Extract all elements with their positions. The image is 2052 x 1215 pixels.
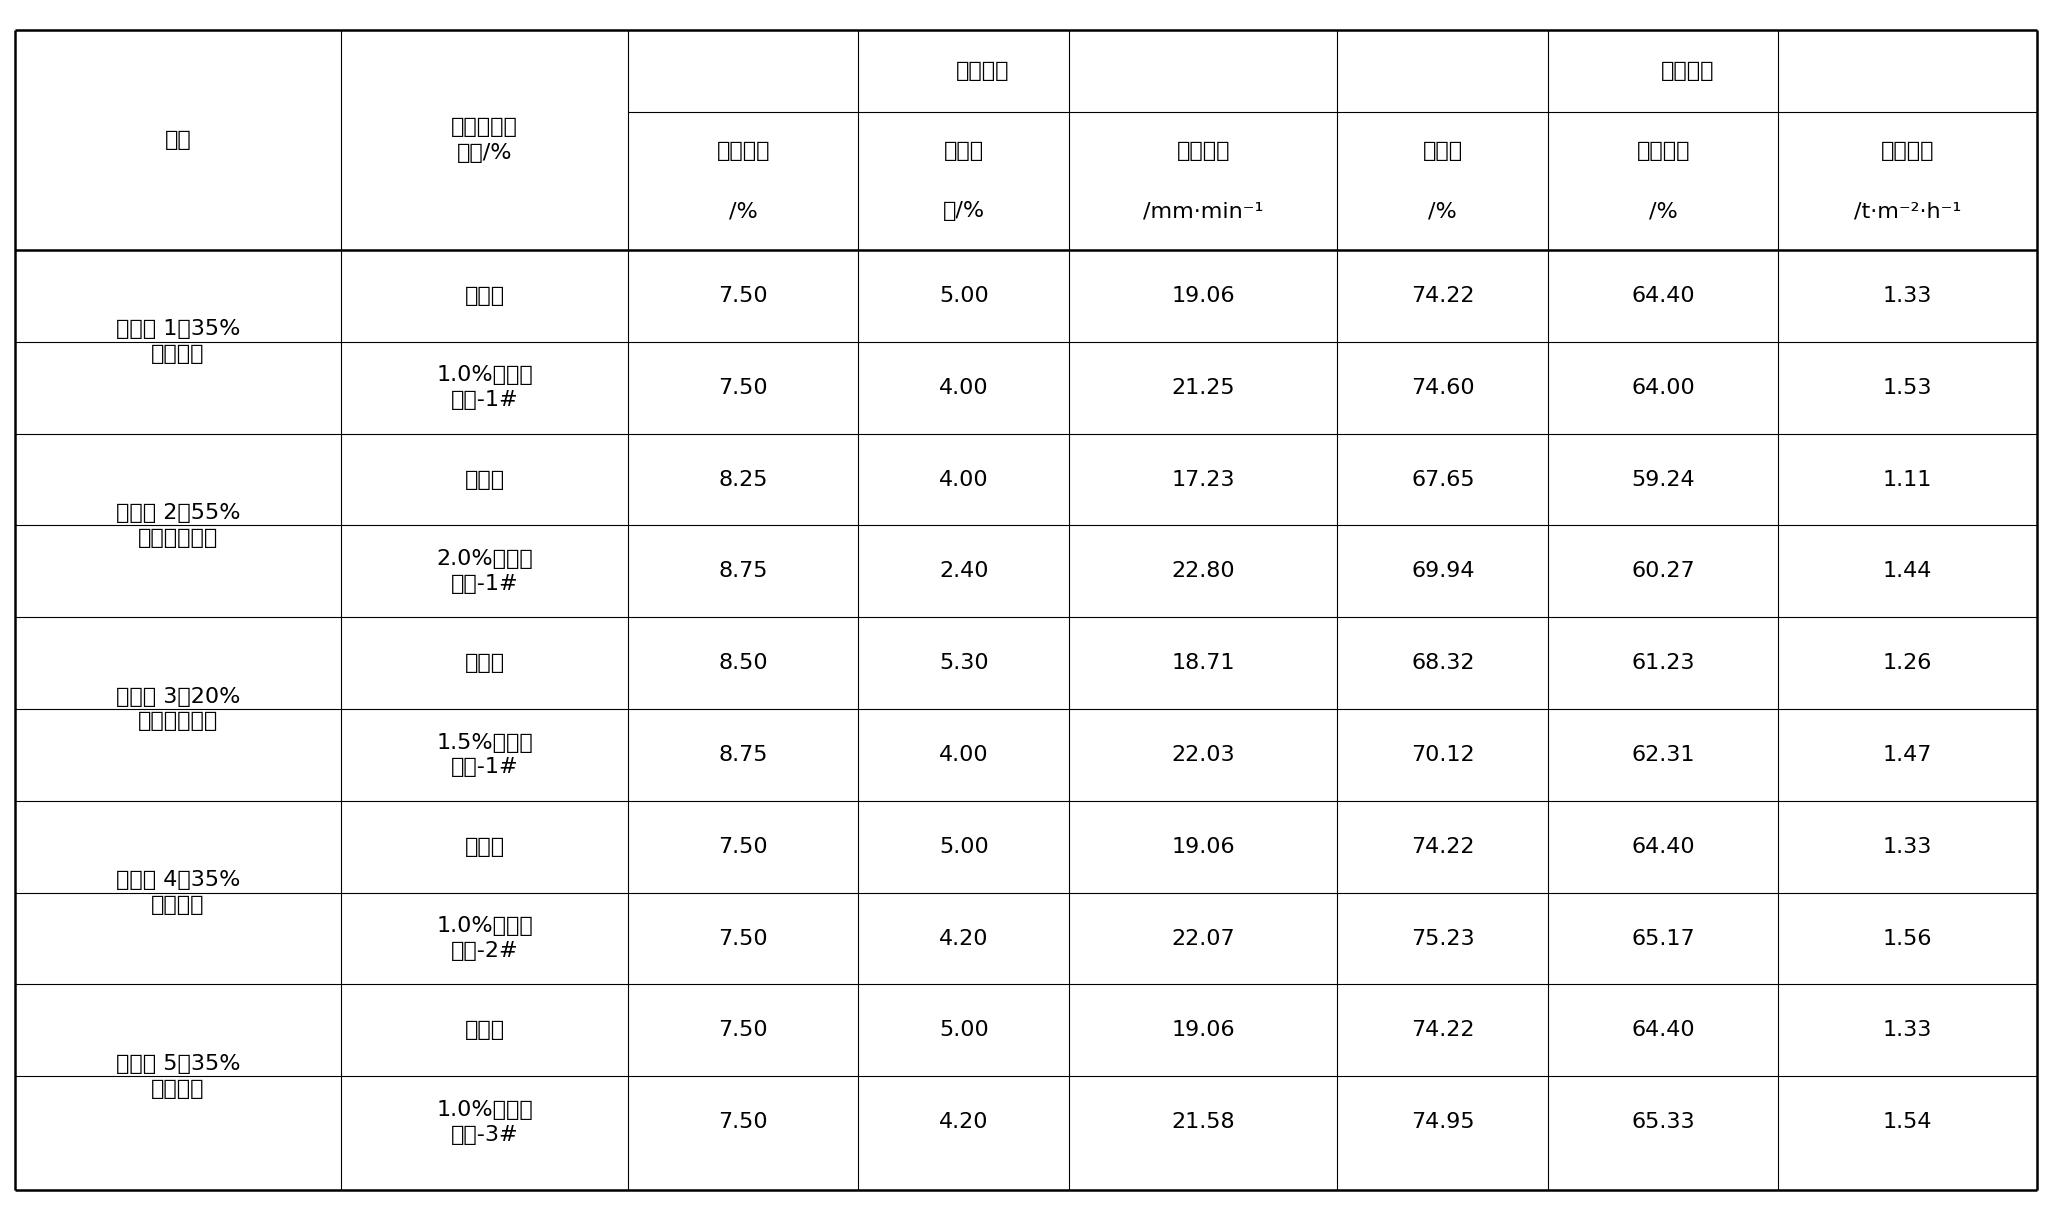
Text: 1.11: 1.11	[1884, 469, 1933, 490]
Text: 不添加: 不添加	[464, 837, 505, 857]
Text: 64.40: 64.40	[1631, 837, 1695, 857]
Text: 1.0%生物质
燃料-2#: 1.0%生物质 燃料-2#	[437, 916, 534, 961]
Text: 实施例 4（35%
镜铁矿）: 实施例 4（35% 镜铁矿）	[115, 870, 240, 915]
Text: 成品率: 成品率	[1422, 141, 1463, 162]
Text: 制粒水分: 制粒水分	[716, 141, 770, 162]
Text: 1.33: 1.33	[1884, 837, 1933, 857]
Text: 7.50: 7.50	[718, 378, 767, 397]
Text: 19.06: 19.06	[1172, 1021, 1235, 1040]
Text: 8.25: 8.25	[718, 469, 767, 490]
Text: 7.50: 7.50	[718, 928, 767, 949]
Text: /mm·min⁻¹: /mm·min⁻¹	[1143, 200, 1264, 221]
Text: 4.00: 4.00	[940, 469, 989, 490]
Text: 5.00: 5.00	[940, 286, 989, 306]
Text: 利用系数: 利用系数	[1882, 141, 1935, 162]
Text: 5.30: 5.30	[940, 654, 989, 673]
Text: 18.71: 18.71	[1172, 654, 1235, 673]
Text: 69.94: 69.94	[1412, 561, 1475, 581]
Text: 19.06: 19.06	[1172, 837, 1235, 857]
Text: 21.58: 21.58	[1172, 1112, 1235, 1132]
Text: 64.40: 64.40	[1631, 286, 1695, 306]
Text: 17.23: 17.23	[1172, 469, 1235, 490]
Text: 1.33: 1.33	[1884, 1021, 1933, 1040]
Text: 21.25: 21.25	[1172, 378, 1235, 397]
Text: 74.22: 74.22	[1412, 1021, 1475, 1040]
Text: 19.06: 19.06	[1172, 286, 1235, 306]
Text: 1.53: 1.53	[1884, 378, 1933, 397]
Text: 比/%: 比/%	[942, 200, 985, 221]
Text: 工艺参数: 工艺参数	[956, 61, 1010, 81]
Text: 22.07: 22.07	[1172, 928, 1235, 949]
Text: 实施例 3（20%
硫铁矿烧渣）: 实施例 3（20% 硫铁矿烧渣）	[115, 686, 240, 731]
Text: 不添加: 不添加	[464, 1021, 505, 1040]
Text: 实施例 5（35%
镜铁矿）: 实施例 5（35% 镜铁矿）	[115, 1053, 240, 1098]
Text: 74.95: 74.95	[1412, 1112, 1475, 1132]
Text: 68.32: 68.32	[1412, 654, 1475, 673]
Text: 转鼓强度: 转鼓强度	[1637, 141, 1691, 162]
Text: 1.5%生物质
燃料-1#: 1.5%生物质 燃料-1#	[437, 733, 534, 778]
Text: 生物质燃料
用量/%: 生物质燃料 用量/%	[451, 117, 517, 163]
Text: 8.75: 8.75	[718, 561, 767, 581]
Text: 62.31: 62.31	[1631, 745, 1695, 765]
Text: 8.50: 8.50	[718, 654, 767, 673]
Text: 烧结速度: 烧结速度	[1176, 141, 1229, 162]
Text: 烧结指标: 烧结指标	[1660, 61, 1713, 81]
Text: 不添加: 不添加	[464, 654, 505, 673]
Text: /t·m⁻²·h⁻¹: /t·m⁻²·h⁻¹	[1853, 200, 1962, 221]
Text: 1.33: 1.33	[1884, 286, 1933, 306]
Text: 59.24: 59.24	[1631, 469, 1695, 490]
Text: 4.20: 4.20	[940, 928, 989, 949]
Text: 实施例 1（35%
镜铁矿）: 实施例 1（35% 镜铁矿）	[115, 320, 240, 364]
Text: 67.65: 67.65	[1412, 469, 1475, 490]
Text: 5.00: 5.00	[940, 837, 989, 857]
Text: 2.40: 2.40	[940, 561, 989, 581]
Text: 60.27: 60.27	[1631, 561, 1695, 581]
Text: 方案: 方案	[164, 130, 191, 149]
Text: 1.56: 1.56	[1884, 928, 1933, 949]
Text: 61.23: 61.23	[1631, 654, 1695, 673]
Text: /%: /%	[1650, 200, 1679, 221]
Text: 焦粉配: 焦粉配	[944, 141, 983, 162]
Text: 22.03: 22.03	[1172, 745, 1235, 765]
Text: 74.60: 74.60	[1412, 378, 1475, 397]
Text: 74.22: 74.22	[1412, 837, 1475, 857]
Text: 65.17: 65.17	[1631, 928, 1695, 949]
Text: 5.00: 5.00	[940, 1021, 989, 1040]
Text: 1.0%生物质
燃料-1#: 1.0%生物质 燃料-1#	[437, 366, 534, 411]
Text: 1.47: 1.47	[1884, 745, 1933, 765]
Text: 8.75: 8.75	[718, 745, 767, 765]
Text: 74.22: 74.22	[1412, 286, 1475, 306]
Text: 4.00: 4.00	[940, 745, 989, 765]
Text: 1.54: 1.54	[1884, 1112, 1933, 1132]
Text: 1.44: 1.44	[1884, 561, 1933, 581]
Text: 1.0%生物质
燃料-3#: 1.0%生物质 燃料-3#	[437, 1100, 534, 1145]
Text: 不添加: 不添加	[464, 469, 505, 490]
Text: /%: /%	[728, 200, 757, 221]
Text: 64.00: 64.00	[1631, 378, 1695, 397]
Text: 4.00: 4.00	[940, 378, 989, 397]
Text: 75.23: 75.23	[1412, 928, 1475, 949]
Text: 4.20: 4.20	[940, 1112, 989, 1132]
Text: 不添加: 不添加	[464, 286, 505, 306]
Text: 7.50: 7.50	[718, 1112, 767, 1132]
Text: /%: /%	[1428, 200, 1457, 221]
Text: 7.50: 7.50	[718, 837, 767, 857]
Text: 65.33: 65.33	[1631, 1112, 1695, 1132]
Text: 22.80: 22.80	[1172, 561, 1235, 581]
Text: 1.26: 1.26	[1884, 654, 1933, 673]
Text: 2.0%生物质
燃料-1#: 2.0%生物质 燃料-1#	[437, 549, 534, 594]
Text: 64.40: 64.40	[1631, 1021, 1695, 1040]
Text: 7.50: 7.50	[718, 286, 767, 306]
Text: 实施例 2（55%
钒钛磁铁矿）: 实施例 2（55% 钒钛磁铁矿）	[115, 503, 240, 548]
Text: 70.12: 70.12	[1412, 745, 1475, 765]
Text: 7.50: 7.50	[718, 1021, 767, 1040]
